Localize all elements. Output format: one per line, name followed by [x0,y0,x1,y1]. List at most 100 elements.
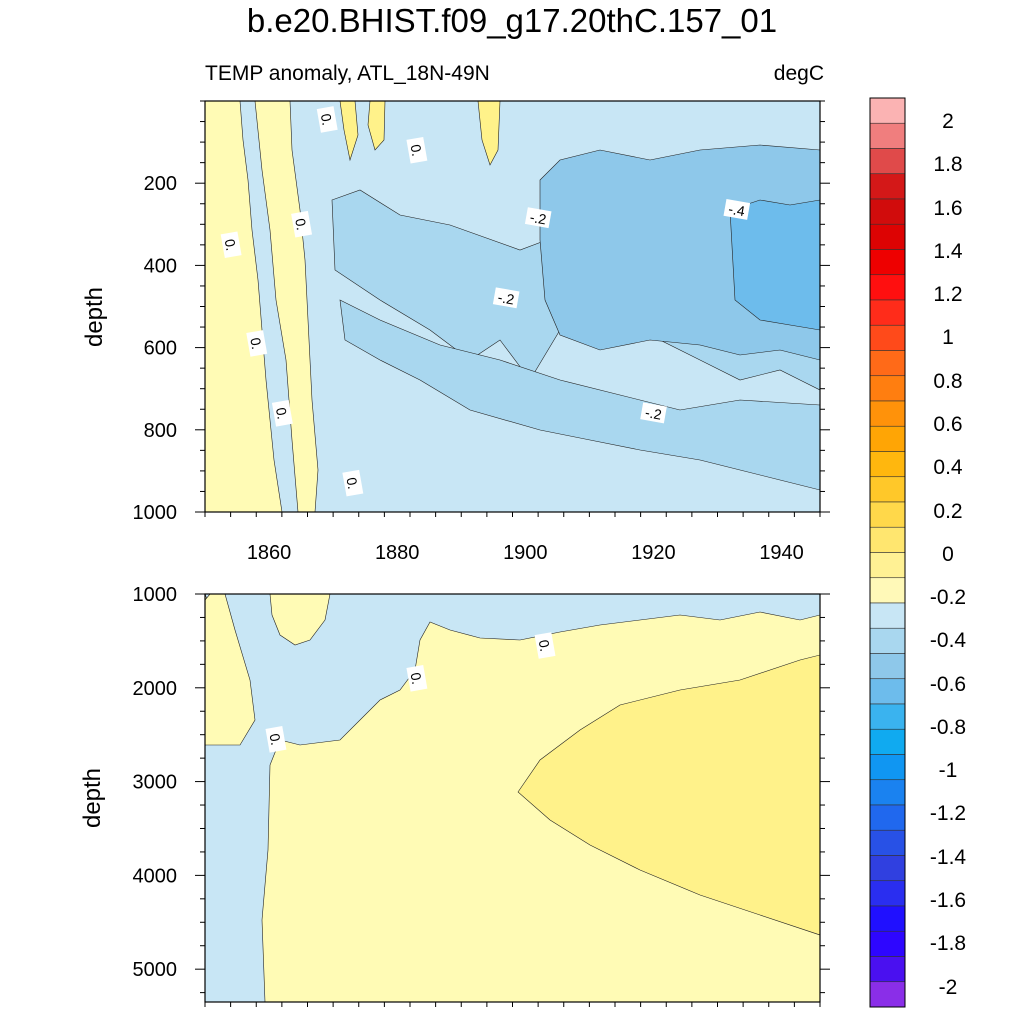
colorbar-swatch [869,223,906,250]
colorbar-label: 0.4 [933,456,963,479]
x-tick-label: 1920 [631,542,676,564]
upper-cold-core [729,199,820,331]
contour-label: -.4 [723,198,751,220]
colorbar-swatch [869,425,906,452]
colorbar-swatch [869,627,906,654]
upper-cold-band2 [339,299,820,491]
y-tick-label: 400 [144,255,177,277]
y-tick-label: 3000 [133,772,178,794]
colorbar-swatch [869,602,906,629]
contour-label: -.2 [492,287,520,309]
contour-label-text: -.2 [644,404,663,423]
colorbar-swatch [869,501,906,528]
chart-title: b.e20.BHIST.f09_g17.20thC.157_01 [246,2,778,39]
y-tick-label: 4000 [133,865,178,887]
contour-label: 0. [406,665,428,692]
upper-ylabel: depth [81,287,108,347]
x-tick-label: 1860 [247,542,292,564]
colorbar-swatch [869,350,906,377]
colorbar-swatch [869,451,906,478]
y-tick-label: 600 [144,338,177,360]
colorbar-label: -1.2 [930,802,966,825]
contour-label: 0. [265,725,287,753]
contour-label: 0. [220,231,242,259]
lower-warm-core [517,654,820,936]
contour-label-text: 0. [292,217,310,231]
colorbar-swatch [869,274,906,301]
contour-label: -.2 [640,402,667,424]
contour-label-text: 0. [318,112,336,126]
colorbar-swatch [869,552,906,579]
contour-labels: 0. 0. 0. 0. 0. 0. 0. -.2 -.2 -.2 -.4 0. 0. 0. [220,106,751,753]
colorbar-swatch [869,122,906,149]
contour-label-text: 0. [267,732,285,746]
x-tick-label: 1940 [759,542,804,564]
colorbar-label: 0.2 [933,500,962,523]
units-label: degC [773,62,824,85]
colorbar-swatch [869,678,906,705]
colorbar-label: 1 [942,326,954,349]
colorbar-label: -0.4 [930,629,967,652]
colorbar-swatch [869,173,906,200]
lower-ylabel: depth [79,768,106,828]
upper-top-streaks [339,101,501,166]
colorbar-swatch [869,299,906,326]
colorbar-frame [869,97,906,1008]
contour-label-text: 0. [222,238,240,252]
colorbar-swatch [869,526,906,553]
colorbar: 2 1.8 1.6 1.4 1.2 1 0.8 0.6 0.4 0.2 0 -0.2 -0.4 -0.6 -… [869,97,967,1008]
colorbar-label: -2 [939,976,958,999]
colorbar-swatch [869,375,906,402]
colorbar-swatch [869,198,906,225]
lower-panel-fill [205,594,820,1002]
colorbar-swatch [869,981,906,1008]
contour-label: 0. [316,106,338,133]
y-tick-label: 1000 [133,584,178,606]
colorbar-label: 1.2 [933,283,962,306]
lower-axes: 1000 2000 3000 4000 5000 [133,584,830,1007]
contour-label: 0. [342,469,364,497]
colorbar-swatch [869,400,906,427]
colorbar-label: -1 [939,759,958,782]
colorbar-swatch [869,577,906,604]
contour-label-text: 0. [343,476,361,490]
lower-warm-corner [205,594,256,746]
colorbar-swatch [869,728,906,755]
x-tick-label: 1880 [375,542,420,564]
contour-label: 0. [406,136,428,164]
contour-label: 0. [246,330,268,357]
upper-panel-fill [205,101,820,512]
contour-label-text: 0. [247,336,265,350]
y-tick-label: 2000 [133,678,178,700]
upper-warm-blob [254,101,319,512]
colorbar-label: -0.6 [930,673,966,696]
colorbar-label: -1.6 [930,889,966,912]
colorbar-label: 1.8 [933,153,962,176]
colorbar-swatch [869,324,906,351]
colorbar-label: -1.8 [930,932,966,955]
colorbar-label: 2 [942,110,954,133]
colorbar-label: -1.4 [930,846,967,869]
contour-label-text: -.4 [727,201,746,220]
colorbar-swatch [869,703,906,730]
colorbar-swatch [869,476,906,503]
colorbar-label: 0.6 [933,413,962,436]
colorbar-swatch [869,829,906,856]
colorbar-swatch [869,880,906,907]
colorbar-swatch [869,779,906,806]
colorbar-label: 1.6 [933,197,962,220]
y-tick-label: 5000 [133,959,178,981]
colorbar-swatch [869,754,906,781]
colorbar-swatch [869,930,906,957]
y-tick-label: 1000 [133,502,178,524]
colorbar-swatch [869,855,906,882]
upper-warm-column [205,101,283,512]
colorbar-label: -0.2 [930,586,966,609]
colorbar-swatch [869,97,906,124]
contour-label-text: 0. [408,671,426,685]
colorbar-swatch [869,956,906,983]
contour-label: 0. [291,210,313,238]
colorbar-swatch [869,653,906,680]
lower-cold-west [205,594,820,1002]
